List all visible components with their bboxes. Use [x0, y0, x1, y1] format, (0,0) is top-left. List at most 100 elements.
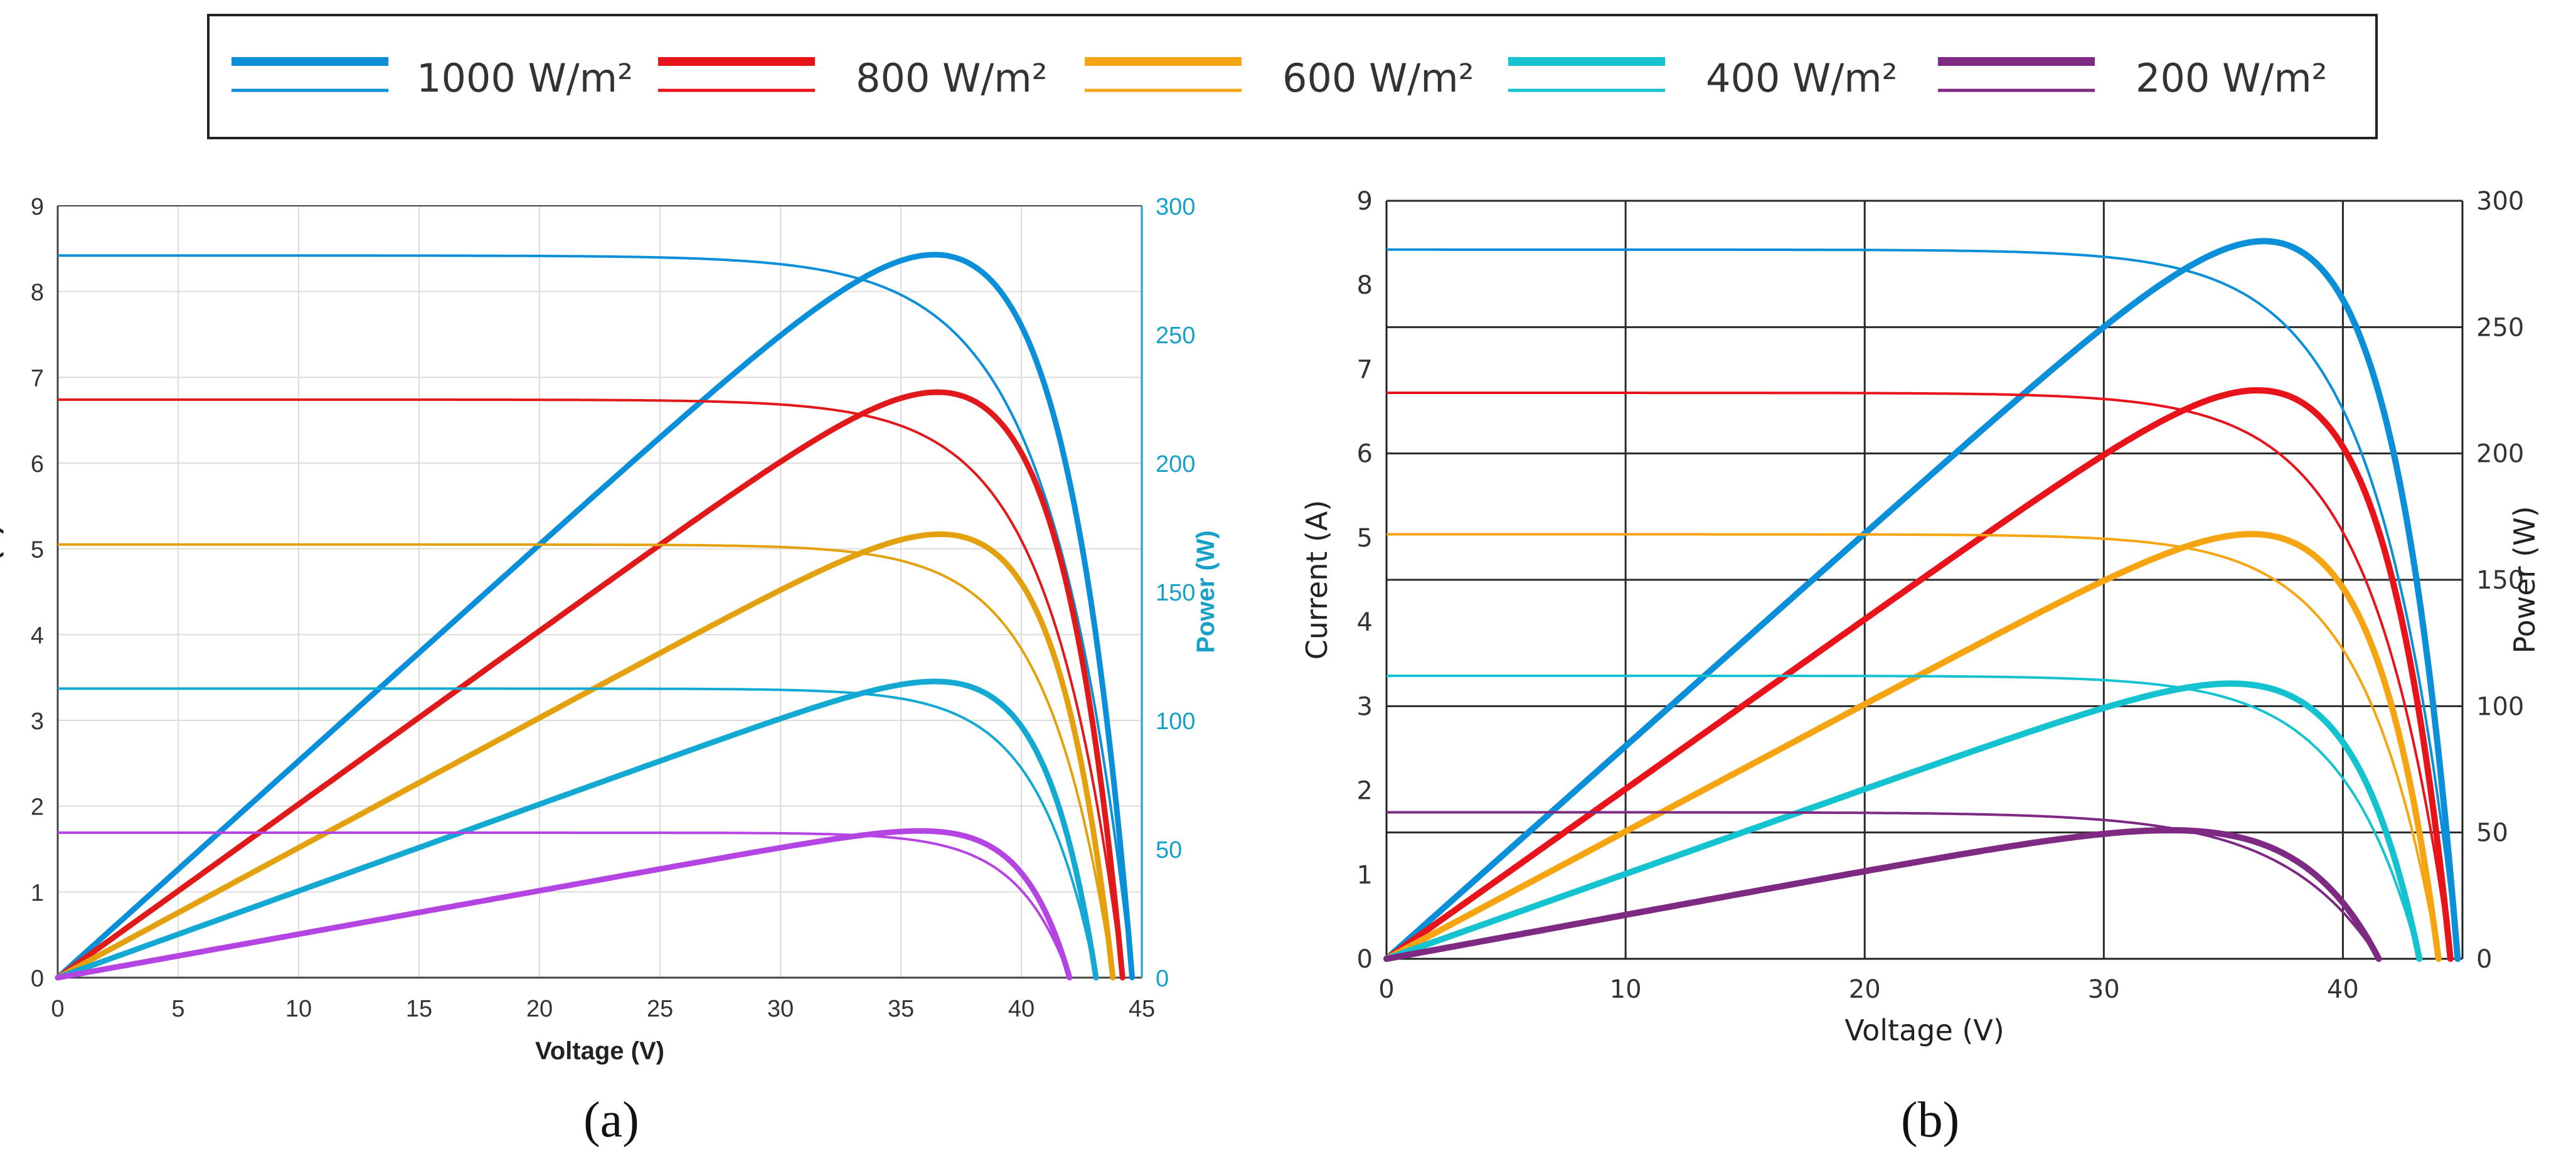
legend-swatch: [1085, 57, 1242, 92]
x-tick-label: 10: [285, 996, 312, 1022]
x-tick-label: 40: [1008, 996, 1035, 1022]
series-curves: [1383, 238, 2461, 962]
x-tick-label: 20: [526, 996, 553, 1022]
y2-tick-label: 150: [1156, 580, 1195, 606]
legend-swatch: [1938, 57, 2095, 92]
legend-label: 1000 W/m²: [417, 55, 633, 101]
pv-curve: [1383, 387, 2454, 962]
iv-curve: [58, 398, 1124, 978]
y-tick-label: 8: [31, 280, 44, 306]
legend-swatch: [1508, 57, 1665, 92]
pv-curve: [1383, 680, 2423, 962]
legend-entry: 800 W/m²: [649, 16, 1063, 142]
y2-tick-label: 100: [2476, 692, 2524, 721]
iv-curve: [1386, 811, 2380, 960]
y-tick-label: 4: [1357, 608, 1373, 637]
x-tick-label: 20: [1849, 975, 1881, 1004]
y-tick-label: 6: [31, 451, 44, 478]
y2-tick-label: 200: [1156, 451, 1195, 478]
x-axis-title: Voltage (V): [535, 1037, 664, 1065]
iv-curve: [58, 687, 1097, 978]
y2-tick-label: 250: [1156, 323, 1195, 349]
y-tick-label: 5: [1357, 524, 1373, 553]
y-tick-label: 1: [31, 880, 44, 906]
pv-curve: [55, 828, 1073, 981]
y2-tick-label: 0: [1156, 966, 1169, 992]
iv-curve: [58, 254, 1134, 978]
x-tick-label: 10: [1610, 975, 1642, 1004]
series-curves: [55, 252, 1136, 981]
legend-entry: 600 W/m²: [1075, 16, 1489, 142]
pv-curve: [55, 389, 1126, 981]
legend-box: 1000 W/m² 800 W/m² 600 W/m² 400 W/m² 200 W/m…: [207, 14, 2378, 139]
y2-tick-label: 300: [2476, 187, 2524, 216]
x-tick-label: 5: [171, 996, 184, 1022]
y-tick-label: 1: [1357, 861, 1373, 890]
y-tick-label: 0: [31, 966, 44, 992]
y2-axis-title: Power (W): [1192, 530, 1220, 653]
y-tick-label: 5: [31, 537, 44, 563]
legend-entry: 400 W/m²: [1499, 16, 1913, 142]
iv-curve: [1386, 392, 2452, 959]
caption-b: (b): [1901, 1092, 1960, 1148]
y2-tick-label: 50: [2476, 819, 2508, 848]
y-tick-label: 4: [31, 622, 44, 649]
y-tick-label: 2: [1357, 777, 1373, 806]
pv-curve: [1383, 238, 2461, 962]
iv-curve: [58, 831, 1071, 978]
y2-tick-label: 300: [1156, 194, 1195, 220]
x-tick-label: 35: [888, 996, 914, 1022]
iv-curve: [1386, 248, 2459, 959]
x-tick-label: 30: [767, 996, 794, 1022]
pv-curve: [55, 252, 1136, 981]
legend-label: 400 W/m²: [1706, 55, 1898, 101]
y2-tick-label: 200: [2476, 440, 2524, 469]
legend-swatch: [658, 57, 815, 92]
legend-entry: 200 W/m²: [1929, 16, 2343, 142]
y-tick-label: 6: [1357, 440, 1373, 469]
x-axis-title: Voltage (V): [1844, 1013, 2004, 1047]
tick-labels: 0 5 10 15 20 25 30 35 40 450123456789050100150200…: [31, 194, 1196, 1022]
iv-curve: [1386, 533, 2440, 959]
axes: [56, 205, 1143, 979]
y-tick-label: 7: [1357, 355, 1373, 384]
y-tick-label: 9: [31, 194, 44, 220]
y-tick-label: 9: [1357, 187, 1373, 216]
x-tick-label: 25: [647, 996, 673, 1022]
x-tick-label: 45: [1129, 996, 1155, 1022]
iv-curve: [1386, 675, 2421, 959]
pv-curve: [1383, 531, 2442, 962]
y2-tick-label: 100: [1156, 708, 1195, 735]
x-tick-label: 0: [1378, 975, 1394, 1004]
pv-curve: [55, 678, 1099, 981]
x-tick-label: 0: [51, 996, 64, 1022]
y-tick-label: 7: [31, 365, 44, 392]
y-tick-label: 3: [31, 708, 44, 735]
y-axis-title: Current (A): [1300, 500, 1334, 660]
y-tick-label: 2: [31, 794, 44, 821]
x-tick-label: 40: [2327, 975, 2359, 1004]
y2-tick-label: 150: [2476, 566, 2524, 595]
y-tick-label: 8: [1357, 271, 1373, 300]
y2-tick-label: 50: [1156, 837, 1182, 863]
y2-tick-label: 0: [2476, 945, 2492, 974]
legend-entry: 1000 W/m²: [222, 16, 636, 142]
x-tick-label: 15: [406, 996, 432, 1022]
tick-labels: 0 10 20 30 40 0 1 2 3 4 5 6 7 8 9 0 50 100 150 200 250 300: [1357, 187, 2525, 1004]
legend-label: 800 W/m²: [856, 55, 1048, 101]
y-axis-title: Current (A): [0, 525, 4, 658]
y-tick-label: 0: [1357, 945, 1373, 974]
y2-axis-title: Power (W): [2508, 506, 2541, 653]
y-tick-label: 3: [1357, 692, 1373, 721]
iv-curve: [58, 543, 1114, 978]
pv-curve: [55, 531, 1116, 981]
legend-swatch: [232, 57, 388, 92]
axes: [1385, 201, 2464, 960]
x-tick-label: 30: [2088, 975, 2120, 1004]
legend-label: 200 W/m²: [2136, 55, 2328, 101]
pv-curve: [1383, 827, 2382, 962]
caption-a: (a): [583, 1092, 639, 1148]
y2-tick-label: 250: [2476, 313, 2524, 342]
